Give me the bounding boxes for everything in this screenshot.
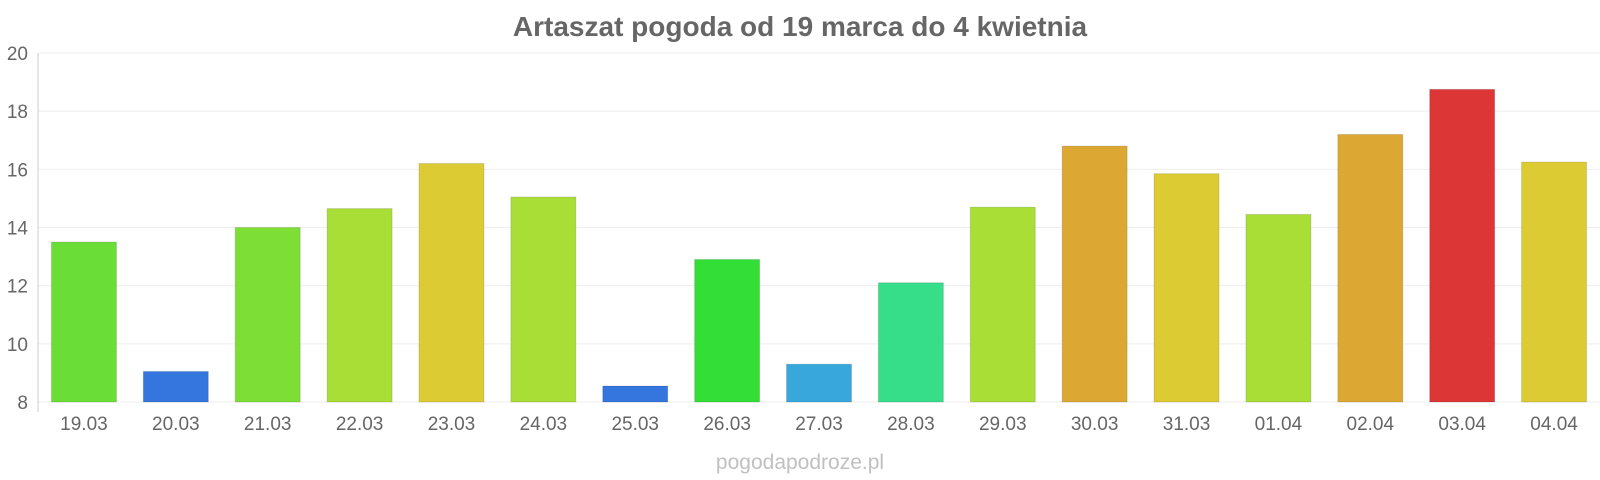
x-tick-label: 30.03 (1071, 414, 1119, 435)
bar-26.03 (694, 258, 761, 403)
bar-24.03 (510, 196, 577, 403)
x-tick-label: 21.03 (244, 414, 292, 435)
x-tick-label: 19.03 (60, 414, 108, 435)
x-axis-ticks: 19.03 20.03 21.03 22.03 23.03 24.03 25.03 26.03… (60, 414, 1578, 435)
y-axis-ticks: 8 10 12 14 16 18 20 (7, 44, 29, 414)
bar-02.04 (1337, 133, 1404, 403)
x-tick-label: 27.03 (795, 414, 843, 435)
bar-29.03 (969, 206, 1036, 403)
bar-23.03 (418, 163, 485, 403)
y-tick-label: 12 (7, 277, 28, 298)
x-tick-label: 03.04 (1438, 414, 1486, 435)
y-tick-label: 14 (7, 219, 29, 240)
bar-30.03 (1061, 145, 1128, 403)
bar-04.04 (1521, 161, 1588, 403)
x-tick-label: 20.03 (152, 414, 200, 435)
x-tick-label: 25.03 (611, 414, 659, 435)
x-tick-label: 29.03 (979, 414, 1027, 435)
watermark: pogodapodroze.pl (716, 451, 884, 474)
bar-31.03 (1153, 173, 1220, 403)
x-tick-label: 26.03 (703, 414, 751, 435)
bar-20.03 (142, 370, 209, 403)
y-tick-label: 8 (17, 393, 28, 414)
bar-22.03 (326, 208, 393, 403)
chart-title: Artaszat pogoda od 19 marca do 4 kwietni… (513, 11, 1088, 42)
bar-19.03 (50, 241, 117, 403)
bar-03.04 (1429, 88, 1496, 403)
bar-21.03 (234, 227, 301, 403)
x-tick-label: 04.04 (1530, 414, 1578, 435)
y-tick-label: 20 (7, 44, 28, 65)
x-tick-label: 28.03 (887, 414, 935, 435)
bar-25.03 (602, 385, 669, 403)
bar-01.04 (1245, 213, 1312, 403)
x-tick-label: 22.03 (336, 414, 384, 435)
x-tick-label: 01.04 (1255, 414, 1303, 435)
bar-27.03 (786, 363, 852, 403)
x-tick-label: 31.03 (1163, 414, 1211, 435)
bars (50, 88, 1588, 403)
bar-28.03 (877, 282, 944, 403)
x-tick-label: 24.03 (520, 414, 568, 435)
y-tick-label: 18 (7, 102, 28, 123)
x-tick-label: 02.04 (1347, 414, 1395, 435)
x-tick-label: 23.03 (428, 414, 476, 435)
y-tick-label: 10 (7, 335, 28, 356)
y-tick-label: 16 (7, 160, 28, 181)
